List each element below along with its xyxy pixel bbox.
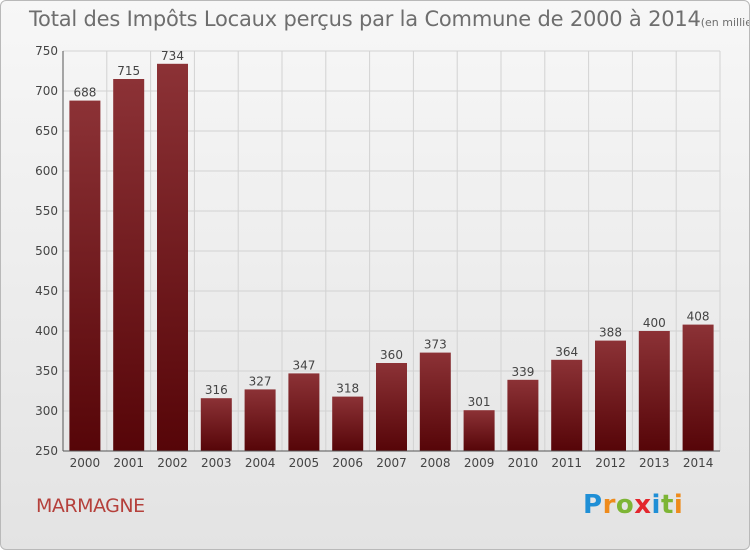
data-labels: 688 715 734 316 327 347 318 360 373 301 339 364 388 4… [73, 49, 709, 409]
y-tick-label: 500 [35, 244, 58, 258]
x-tick-label: 2004 [245, 456, 276, 470]
y-tick-label: 600 [35, 164, 58, 178]
data-label: 388 [599, 326, 622, 340]
logo-letter: x [634, 490, 652, 520]
bar [551, 359, 583, 451]
bar [682, 324, 714, 451]
logo-letter: t [660, 490, 674, 520]
data-label: 688 [73, 86, 96, 100]
x-tick-label: 2010 [508, 456, 539, 470]
x-tick-label: 2009 [464, 456, 495, 470]
bar [507, 379, 539, 451]
axes: 250 300 350 400 450 500 550 600 650 700 750 2000 200… [35, 44, 720, 470]
y-tick-label: 750 [35, 44, 58, 58]
x-tick-label: 2005 [289, 456, 320, 470]
logo-letter: r [602, 490, 616, 520]
bar [463, 410, 495, 451]
x-tick-label: 2011 [551, 456, 582, 470]
x-tick-label: 2008 [420, 456, 451, 470]
x-tick-label: 2001 [113, 456, 144, 470]
logo-letter: i [673, 490, 684, 520]
y-tick-label: 250 [35, 444, 58, 458]
bar [69, 100, 101, 451]
data-label: 715 [117, 64, 140, 78]
x-tick-label: 2002 [157, 456, 188, 470]
data-label: 347 [292, 358, 315, 372]
y-tick-label: 650 [35, 124, 58, 138]
x-tick-label: 2003 [201, 456, 232, 470]
chart-title-unit: (en milliers d'€) [700, 16, 749, 29]
bar [157, 63, 188, 452]
data-label: 327 [249, 374, 272, 388]
logo-letter: P [583, 490, 603, 520]
x-tick-label: 2006 [332, 456, 363, 470]
chart-title-text: Total des Impôts Locaux perçus par la Co… [29, 7, 701, 31]
data-label: 373 [424, 338, 447, 352]
data-label: 408 [687, 310, 710, 324]
x-tick-label: 2007 [376, 456, 407, 470]
y-tick-label: 550 [35, 204, 58, 218]
y-tick-label: 300 [35, 404, 58, 418]
bar [638, 331, 670, 451]
y-tick-label: 400 [35, 324, 58, 338]
data-label: 364 [555, 345, 578, 359]
bar [595, 340, 626, 451]
x-tick-label: 2012 [595, 456, 626, 470]
data-label: 316 [205, 383, 228, 397]
bar [113, 79, 145, 451]
x-tick-label: 2013 [639, 456, 670, 470]
logo-letter: i [651, 490, 661, 520]
proxiti-logo: Proxiti [583, 490, 683, 520]
x-tick-label: 2014 [683, 456, 714, 470]
bars [69, 63, 714, 452]
data-label: 318 [336, 382, 359, 396]
data-label: 400 [643, 316, 666, 330]
bar [200, 398, 232, 451]
data-label: 360 [380, 348, 403, 362]
bar [376, 363, 407, 451]
data-label: 301 [468, 395, 491, 409]
y-tick-label: 350 [35, 364, 58, 378]
data-label: 339 [511, 365, 534, 379]
bar [419, 352, 451, 451]
logo-letter: o [615, 490, 635, 520]
commune-name: MARMAGNE [36, 495, 145, 517]
bar [332, 396, 364, 451]
y-tick-label: 450 [35, 284, 58, 298]
data-label: 734 [161, 49, 184, 63]
x-tick-label: 2000 [70, 456, 101, 470]
bar [288, 373, 320, 451]
y-tick-label: 700 [35, 84, 58, 98]
bar [244, 389, 276, 451]
chart-title: Total des Impôts Locaux perçus par la Co… [29, 7, 749, 31]
